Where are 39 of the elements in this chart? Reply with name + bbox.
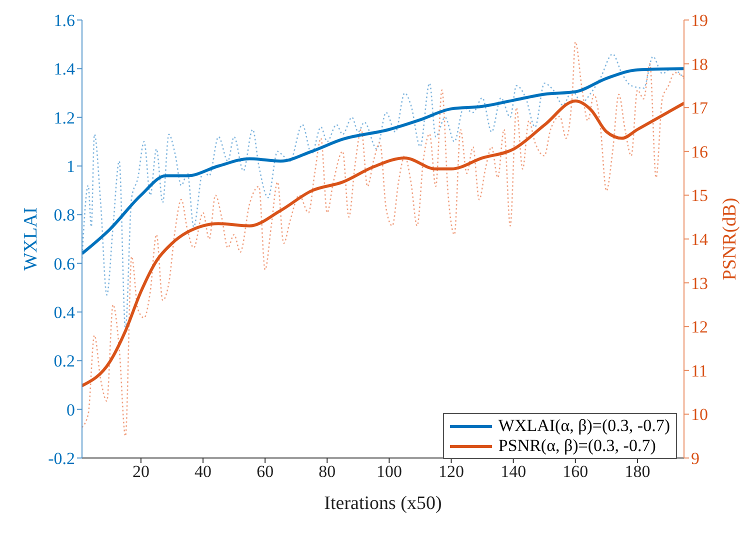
y2-tick-label: 14 (691, 230, 708, 250)
x-tick-label: 140 (500, 462, 526, 482)
x-tick-label: 40 (194, 462, 212, 482)
y2-tick-label: 9 (691, 449, 700, 468)
y2-tick-label: 13 (691, 274, 708, 293)
y2-tick-label: 10 (691, 405, 708, 424)
y-tick-label: 1.4 (54, 60, 76, 79)
y2-tick-label: 11 (691, 361, 708, 380)
line-series (82, 41, 684, 437)
y-tick-label: 0.4 (54, 303, 76, 322)
y-tick-label: 1.2 (54, 108, 75, 128)
x-tick-label: 120 (438, 462, 464, 482)
x-tick-label: 180 (624, 462, 650, 482)
y2-tick-label: 15 (691, 186, 708, 206)
legend-label: WXLAI(α, β)=(0.3, -0.7) (498, 416, 670, 436)
y2-tick-label: 12 (691, 318, 708, 337)
x-tick-label: 80 (318, 462, 336, 482)
y2-tick-label: 16 (691, 142, 708, 162)
line-series (82, 67, 684, 256)
y2-tick-label: 17 (691, 98, 708, 118)
line-series (82, 100, 684, 388)
x-tick-label: 60 (256, 462, 274, 482)
y-tick-label: 0.8 (54, 206, 75, 225)
x-axis-title: Iterations (x50) (324, 493, 442, 514)
y2-axis-title: PSNR(dB) (720, 198, 741, 280)
y2-tick-label: 19 (691, 11, 708, 30)
y-tick-label: 1 (66, 157, 75, 176)
y-tick-label: 0 (66, 400, 75, 420)
line-series (82, 53, 684, 330)
legend-label: PSNR(α, β)=(0.3, -0.7) (498, 436, 656, 456)
x-tick-label: 160 (562, 462, 588, 482)
y-tick-label: 1.6 (54, 11, 75, 30)
y2-tick-label: 18 (691, 54, 708, 74)
y-tick-label: 0.2 (54, 352, 75, 371)
y-tick-label: -0.2 (48, 449, 75, 468)
y-tick-label: 0.6 (54, 254, 75, 274)
x-tick-label: 100 (376, 462, 402, 482)
x-tick-label: 20 (132, 462, 150, 482)
y-axis-title: WXLAI (20, 207, 42, 271)
